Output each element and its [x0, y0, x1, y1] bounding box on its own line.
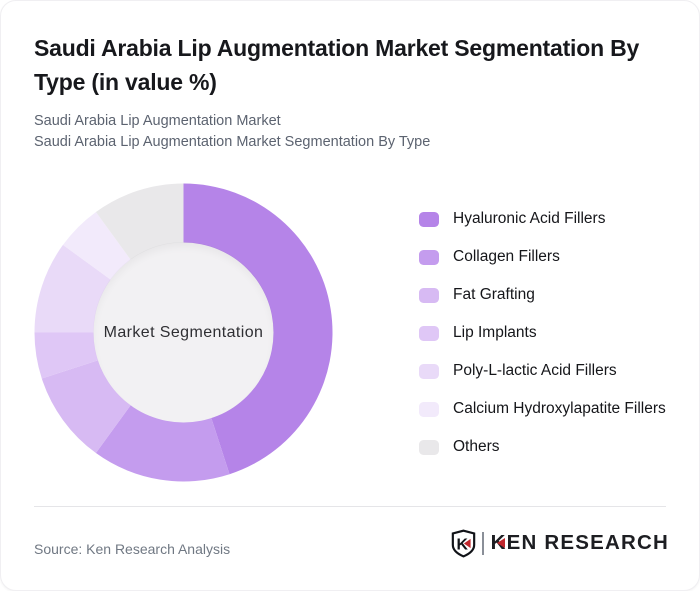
ken-shield-icon: K — [451, 529, 475, 558]
donut-segment-3[interactable] — [34, 332, 99, 379]
legend-swatch-others — [419, 439, 439, 455]
donut-center-disc — [93, 242, 274, 423]
legend-item-lip-implants[interactable]: Lip Implants — [419, 324, 666, 342]
legend-label: Others — [453, 438, 500, 455]
legend-label: Lip Implants — [453, 324, 537, 341]
donut-segment-0[interactable] — [183, 183, 333, 475]
legend-item-calcium-hydroxylapatite[interactable]: Calcium Hydroxylapatite Fillers — [419, 400, 666, 418]
logo-text-wrap: KEN RESEARCH — [491, 531, 669, 555]
chart-title: Saudi Arabia Lip Augmentation Market Seg… — [34, 35, 640, 95]
donut-segment-4[interactable] — [34, 244, 112, 333]
chart-subtitle-line2: Saudi Arabia Lip Augmentation Market Seg… — [34, 134, 431, 150]
legend-swatch-collagen — [419, 249, 439, 265]
donut-segment-2[interactable] — [41, 360, 131, 454]
donut-segment-6[interactable] — [95, 183, 184, 261]
logo-divider-bar — [481, 531, 484, 555]
source-text: Source: Ken Research Analysis — [34, 541, 231, 557]
legend-label: Poly-L-lactic Acid Fillers — [453, 362, 617, 379]
legend-item-others[interactable]: Others — [419, 438, 666, 456]
ken-research-logo: K KEN RESEARCH — [451, 528, 669, 558]
donut-chart: Market Segmentation — [33, 182, 334, 483]
legend-swatch-calcium-hydroxylapatite — [419, 401, 439, 417]
donut-svg — [34, 183, 333, 482]
legend-swatch-fat-grafting — [419, 287, 439, 303]
legend-item-collagen[interactable]: Collagen Fillers — [419, 248, 666, 266]
legend-swatch-hyaluronic — [419, 211, 439, 227]
legend-label: Collagen Fillers — [453, 248, 560, 265]
donut-segment-5[interactable] — [62, 211, 131, 280]
legend-item-fat-grafting[interactable]: Fat Grafting — [419, 286, 666, 304]
ken-shield-monogram: K — [456, 536, 468, 553]
legend-swatch-poly-l-lactic — [419, 363, 439, 379]
logo-text: KEN RESEARCH — [490, 531, 669, 554]
legend: Hyaluronic Acid Fillers Collagen Fillers… — [419, 210, 666, 456]
donut-segment-1[interactable] — [95, 404, 230, 482]
legend-label: Calcium Hydroxylapatite Fillers — [453, 400, 666, 417]
legend-item-poly-l-lactic[interactable]: Poly-L-lactic Acid Fillers — [419, 362, 666, 380]
ken-shield-red-triangle — [463, 538, 471, 548]
footer-divider — [34, 506, 666, 507]
logo-red-triangle-icon — [497, 538, 506, 548]
chart-subtitle-line1: Saudi Arabia Lip Augmentation Market — [34, 113, 281, 129]
legend-label: Fat Grafting — [453, 286, 535, 303]
legend-label: Hyaluronic Acid Fillers — [453, 210, 606, 227]
legend-item-hyaluronic[interactable]: Hyaluronic Acid Fillers — [419, 210, 666, 228]
legend-swatch-lip-implants — [419, 325, 439, 341]
